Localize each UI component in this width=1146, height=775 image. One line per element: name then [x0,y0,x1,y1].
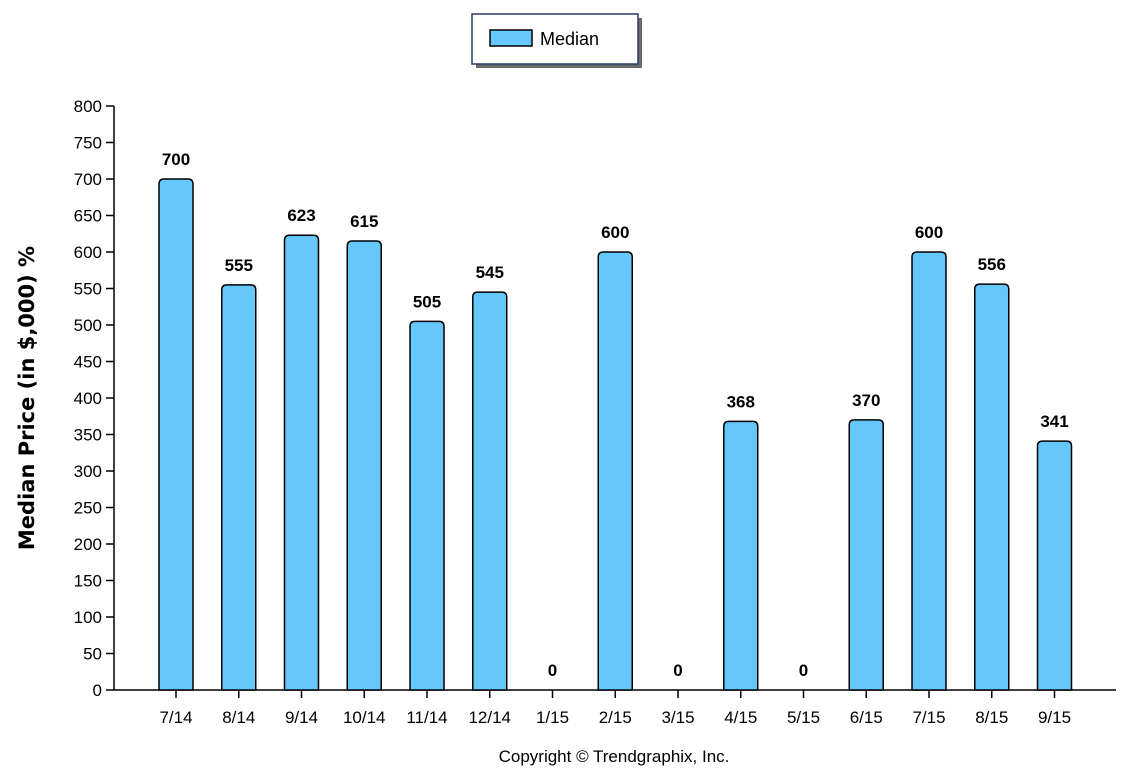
legend: Median [471,13,642,68]
y-tick-label: 650 [74,207,102,226]
bar-value-label: 505 [413,292,441,311]
copyright-text: Copyright © Trendgraphix, Inc. [499,747,730,766]
x-tick-label: 3/15 [661,708,694,727]
y-tick-label: 200 [74,535,102,554]
y-tick-label: 800 [74,97,102,116]
y-ticks: 0 50 100 150 200 250 300 350 400 450 500 550 600 650 7… [74,97,114,700]
bar [597,251,633,691]
bar-value-label: 600 [915,223,943,242]
x-tick-label: 8/15 [975,708,1008,727]
bar [346,240,382,691]
x-tick-label: 8/14 [222,708,255,727]
bar [974,283,1010,691]
y-tick-label: 50 [83,645,102,664]
legend-swatch [489,29,533,47]
bar-value-label: 370 [852,391,880,410]
y-tick-label: 400 [74,389,102,408]
bar [723,420,759,691]
bar-value-label: 0 [799,661,808,680]
x-tick-label: 4/15 [724,708,757,727]
y-tick-label: 150 [74,572,102,591]
x-tick-label: 9/15 [1038,708,1071,727]
y-axis-title: Median Price (in $,000) % [15,246,39,550]
bar [409,320,445,691]
x-ticks: 7/14 8/14 9/14 10/14 11/14 12/14 1/15 2/15 3/15 4… [159,690,1071,727]
y-tick-label: 500 [74,316,102,335]
bar [283,234,320,691]
bars: 700 555 623 615 505 545 0 600 0 368 0 370 600 556 341 [158,150,1073,691]
y-tick-label: 600 [74,243,102,262]
x-tick-label: 9/14 [285,708,318,727]
bar-value-label: 615 [350,212,378,231]
bar-value-label: 700 [162,150,190,169]
bar [1036,440,1073,691]
y-tick-label: 750 [74,134,102,153]
x-tick-label: 6/15 [850,708,883,727]
bar-value-label: 368 [727,392,755,411]
x-tick-label: 2/15 [599,708,632,727]
y-tick-label: 250 [74,499,102,518]
bar [221,284,257,691]
x-tick-label: 12/14 [468,708,511,727]
y-tick-label: 350 [74,426,102,445]
y-tick-label: 700 [74,170,102,189]
bar-value-label: 0 [548,661,557,680]
bar [848,419,884,691]
bar-value-label: 555 [225,256,253,275]
bar-value-label: 556 [978,255,1006,274]
y-tick-label: 300 [74,462,102,481]
bar-value-label: 0 [673,661,682,680]
y-tick-label: 550 [74,280,102,299]
y-tick-label: 100 [74,608,102,627]
x-tick-label: 7/15 [912,708,945,727]
y-tick-label: 0 [93,681,102,700]
bar-value-label: 600 [601,223,629,242]
bar-value-label: 623 [287,206,315,225]
bar [472,291,508,691]
x-tick-label: 11/14 [406,708,447,727]
x-tick-label: 10/14 [343,708,386,727]
bar-value-label: 545 [476,263,504,282]
x-tick-label: 7/14 [159,708,192,727]
x-tick-label: 1/15 [536,708,569,727]
bar [158,178,194,691]
y-tick-label: 450 [74,353,102,372]
bar [911,251,947,691]
bar-value-label: 341 [1040,412,1068,431]
legend-label: Median [540,29,599,49]
x-tick-label: 5/15 [787,708,820,727]
